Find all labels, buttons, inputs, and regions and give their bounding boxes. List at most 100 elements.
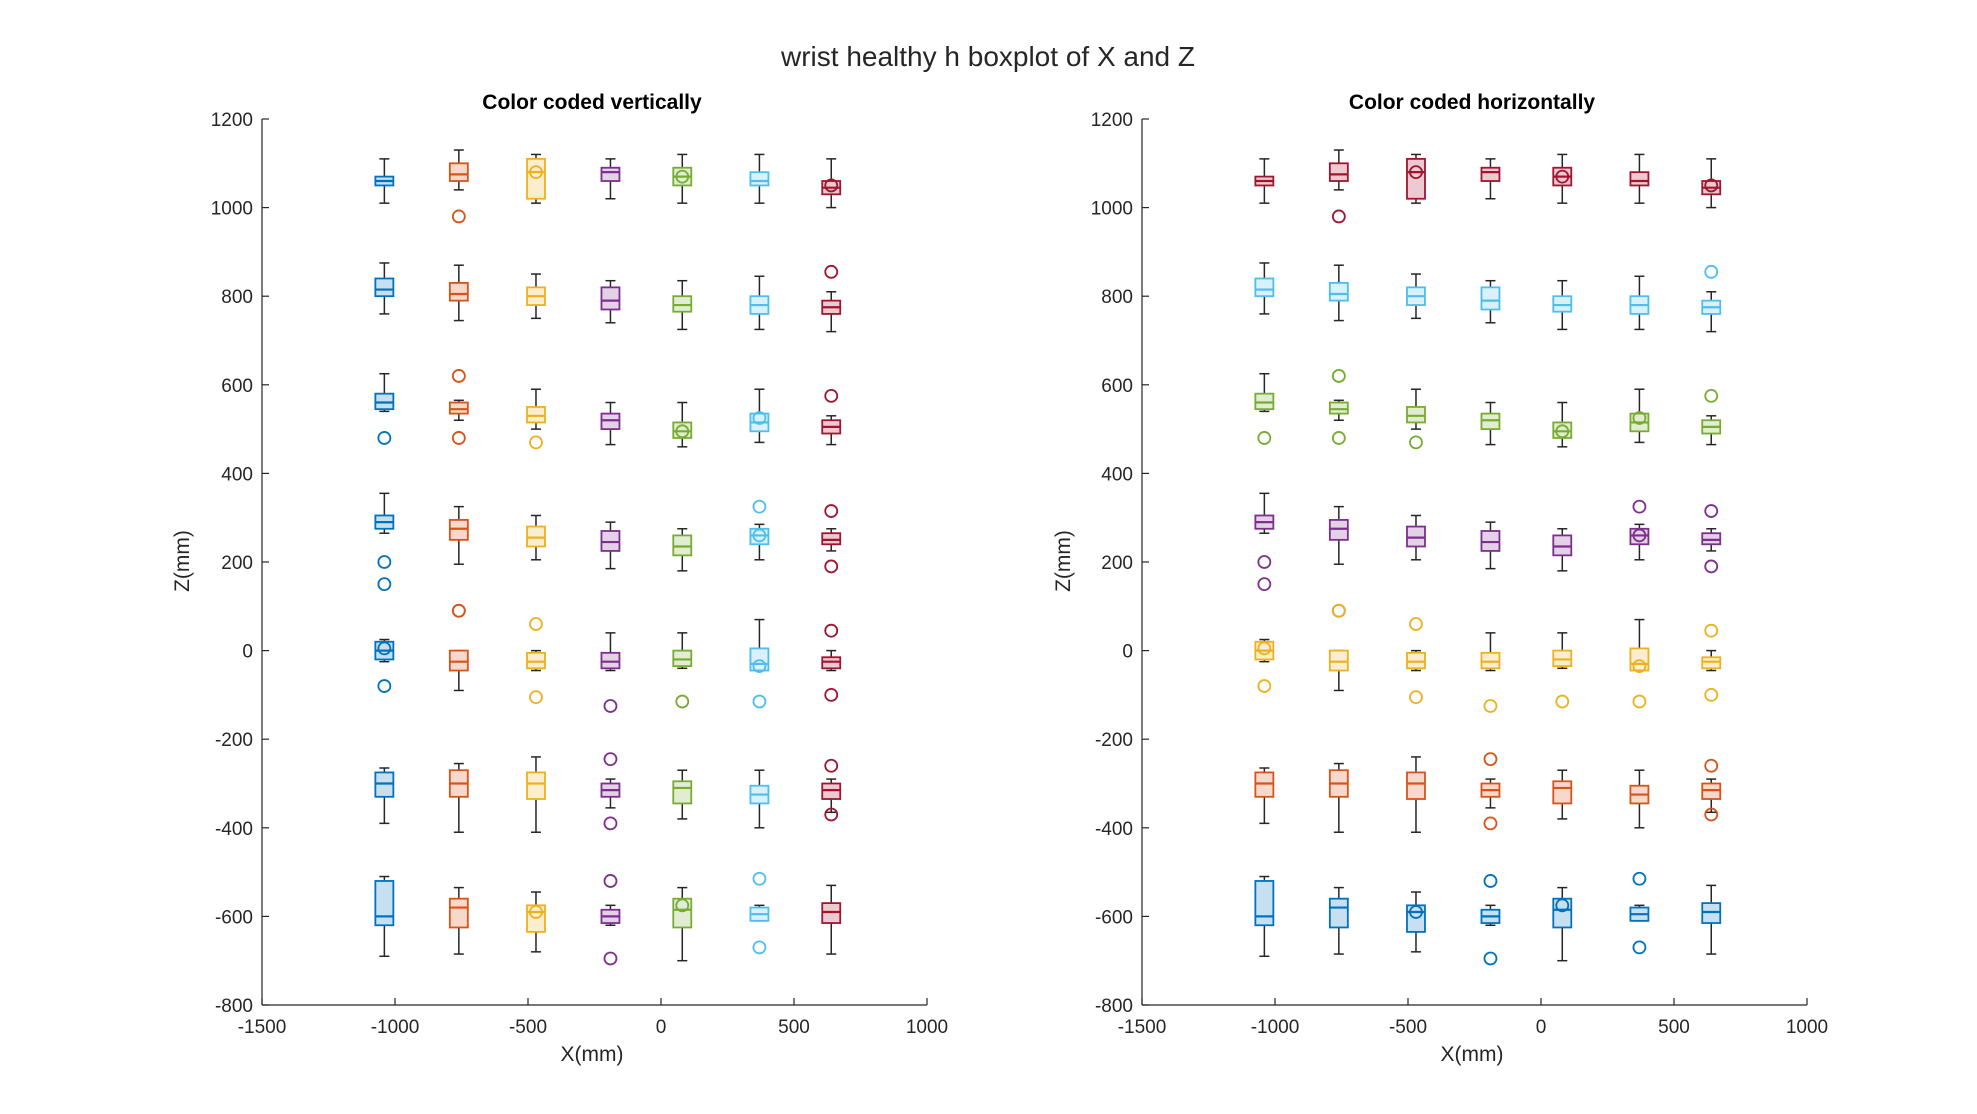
outlier-point [1483,816,1498,831]
box-plot [1629,275,1650,331]
x-tick-label: -1000 [371,1017,420,1038]
outlier-point [451,369,466,383]
outlier-point [824,758,839,773]
boxplot-marks [374,149,842,966]
x-tick-label: -500 [509,1017,547,1038]
box-iqr [448,401,469,415]
outlier-point [603,816,618,831]
box-plot [1701,504,1722,574]
box-iqr [448,282,469,302]
y-tick-label: 800 [221,287,253,308]
box-plot [1328,762,1349,833]
box-plot [374,767,395,825]
outlier-point [451,603,466,618]
box-plot [374,638,395,693]
box-iqr [448,519,469,541]
box-plot [1254,158,1275,204]
box-plot [374,492,395,592]
outlier-point [1331,369,1346,383]
box-plot [1254,638,1275,693]
outlier-point [451,209,466,224]
box-iqr [526,406,546,424]
outlier-point [1257,555,1272,569]
box-plot [1254,372,1275,445]
box-plot [1406,617,1426,705]
outlier-point [1632,694,1647,709]
outlier-point [1409,690,1423,705]
outlier-point [603,874,618,888]
box-plot [1701,623,1722,702]
outlier-point [1632,659,1647,674]
box-plot [526,273,546,320]
box-iqr [1406,651,1426,670]
y-axis-label: Z(mm) [1052,530,1075,592]
x-axis-label: X(mm) [1441,1043,1504,1066]
x-tick-label: 500 [1658,1017,1690,1038]
y-tick-label: 600 [221,376,253,397]
box-iqr [1480,286,1501,311]
outlier-point [1704,559,1719,574]
box-plot [749,871,770,955]
box-plot [672,886,693,962]
x-tick-label: 500 [778,1017,810,1038]
box-iqr [672,780,693,805]
outlier-point [1555,169,1570,184]
box-plot [749,769,770,829]
box-plot [672,528,693,572]
box-plot [1254,875,1275,958]
outlier-point [1257,577,1272,592]
x-tick-label: -1000 [1251,1017,1300,1038]
outlier-point [529,435,543,450]
figure-title: wrist healthy h boxplot of X and Z [780,41,1195,72]
outlier-point [824,178,839,193]
y-axis-ticks: -800 -600 -400 -200 0 200 400 600 800 1000 1200 [1091,110,1149,1017]
outlier-point [1409,165,1423,180]
box-iqr [1328,519,1349,541]
outlier-point [1632,499,1647,514]
box-plot [821,758,842,822]
outlier-point [824,264,839,279]
box-iqr [526,651,546,670]
box-iqr [1701,902,1722,924]
outlier-point [1704,504,1719,518]
box-plot [821,388,842,446]
outlier-point [377,679,392,693]
outlier-point [529,690,543,705]
panel-title: Color coded horizontally [1349,91,1595,114]
outlier-point [675,424,690,439]
outlier-point [1632,871,1647,886]
box-iqr [1701,782,1722,800]
outlier-point [1483,752,1498,767]
boxplot-marks [1254,149,1722,966]
box-plot [448,505,469,618]
box-plot [672,632,693,709]
box-plot [374,372,395,445]
box-iqr [672,534,693,557]
box-plot [1480,874,1501,966]
box-plot [1552,528,1573,572]
box-plot [1629,769,1650,829]
panel-color-coded-vertically: Color coded vertically -800 -600 -400 -200 0… [171,91,948,1066]
x-axis-ticks: -1500 -1000 -500 0 500 1000 [1118,998,1828,1038]
box-iqr [821,902,842,924]
box-iqr [374,771,395,798]
outlier-point [824,504,839,518]
box-plot [1552,769,1573,820]
y-tick-label: -600 [215,907,253,928]
box-plot [1552,401,1573,448]
box-plot [749,618,770,709]
outlier-point [824,807,839,822]
box-plot [672,153,693,204]
box-iqr [1701,656,1722,670]
y-tick-label: 1200 [1091,110,1133,131]
box-plot [1552,153,1573,204]
box-plot [1328,149,1349,224]
outlier-point [451,431,466,445]
outlier-point [529,617,543,631]
outlier-point [1704,388,1719,403]
outlier-point [1331,603,1346,618]
box-iqr [1328,649,1349,672]
x-tick-label: -500 [1389,1017,1427,1038]
box-iqr [821,532,842,546]
